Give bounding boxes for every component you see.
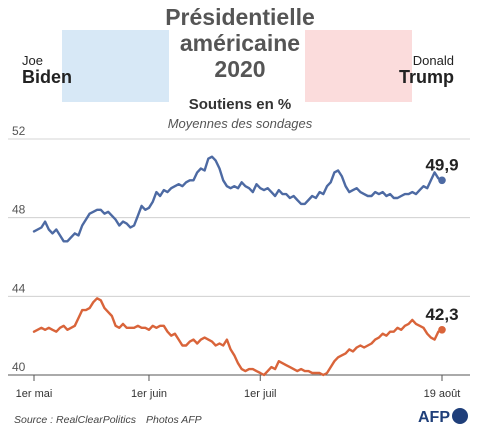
trump-last-name: Trump bbox=[398, 67, 454, 87]
trump-name-label: Donald Trump bbox=[399, 52, 454, 86]
chart-subtitle: Soutiens en % bbox=[188, 96, 292, 113]
x-tick-label-3: 19 août bbox=[424, 388, 461, 400]
x-tick-label-1: 1er juin bbox=[131, 388, 167, 400]
trump-end-point bbox=[438, 325, 446, 334]
biden-end-label: 49,9 bbox=[425, 155, 458, 174]
x-tick-label-2: 1er juil bbox=[244, 388, 276, 400]
biden-first-name: Joe bbox=[22, 53, 43, 68]
title-line-2: américaine bbox=[179, 30, 301, 56]
chart-subtitle-secondary: Moyennes des sondages bbox=[167, 116, 313, 131]
photo-credit: Photos AFP bbox=[146, 414, 202, 426]
afp-logo-mark bbox=[452, 408, 468, 424]
y-tick-label-44: 44 bbox=[12, 281, 26, 295]
biden-series-line bbox=[32, 155, 444, 243]
y-tick-label-48: 48 bbox=[12, 203, 26, 217]
title-line-1: Présidentielle bbox=[165, 4, 315, 30]
afp-logo-text: AFP bbox=[418, 409, 450, 426]
y-tick-label-40: 40 bbox=[12, 360, 26, 374]
trump-photo-backdrop bbox=[305, 30, 412, 102]
trump-first-name: Donald bbox=[412, 53, 454, 68]
afp-logo: AFP bbox=[418, 408, 468, 427]
x-tick-label-0: 1er mai bbox=[16, 388, 53, 400]
biden-last-name: Biden bbox=[22, 67, 73, 87]
title-line-3: 2020 bbox=[214, 56, 266, 82]
trump-end-label: 42,3 bbox=[425, 305, 458, 324]
biden-name-label: Joe Biden bbox=[22, 52, 72, 86]
source-note: Source : RealClearPolitics bbox=[14, 414, 136, 426]
biden-end-point bbox=[438, 176, 446, 185]
biden-photo-backdrop bbox=[62, 30, 169, 102]
y-tick-label-52: 52 bbox=[12, 124, 26, 138]
trump-series-line bbox=[32, 297, 444, 377]
